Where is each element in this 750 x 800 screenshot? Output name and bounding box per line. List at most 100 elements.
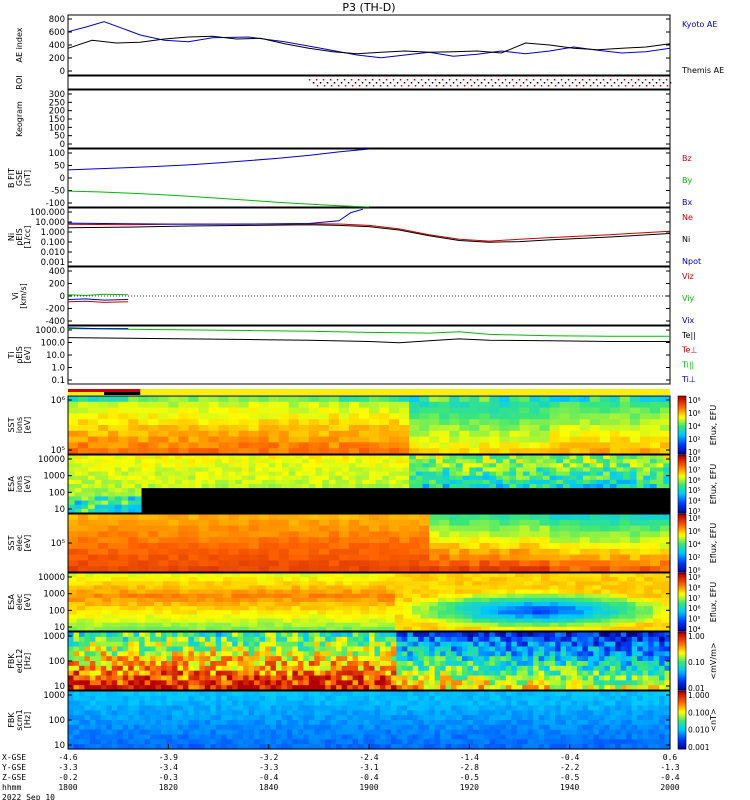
spectro-cell xyxy=(275,471,283,477)
spectro-cell xyxy=(462,484,470,489)
spectro-cell xyxy=(445,646,452,652)
spectro-cell xyxy=(161,496,169,502)
colorbar-cell xyxy=(678,434,686,438)
roi-dot xyxy=(546,79,549,81)
spectro-cell xyxy=(603,488,611,493)
spectro-cell xyxy=(108,471,116,477)
spectro-cell xyxy=(232,651,239,657)
spectro-cell xyxy=(403,626,413,632)
spectro-cell xyxy=(538,636,545,643)
roi-dot xyxy=(599,82,602,84)
spectro-cell xyxy=(297,641,304,648)
spectro-cell xyxy=(248,581,258,587)
spectro-cell xyxy=(369,463,377,469)
spectro-cell xyxy=(369,622,379,628)
spectro-cell xyxy=(136,626,146,632)
spectro-cell xyxy=(656,508,664,514)
spectro-cell xyxy=(455,589,465,595)
spectro-cell xyxy=(325,675,332,681)
spectro-cell xyxy=(106,651,113,657)
spectro-cell xyxy=(319,646,326,652)
colorbar-cell xyxy=(678,487,686,491)
spectro-cell xyxy=(348,514,360,521)
spectro-cell xyxy=(76,573,86,578)
spectro-cell xyxy=(117,675,124,681)
spectro-cell xyxy=(579,419,591,426)
spectro-cell xyxy=(629,436,641,443)
page-title: P3 (TH-D) xyxy=(342,1,395,14)
spectro-cell xyxy=(218,430,230,438)
spectro-cell xyxy=(261,504,270,510)
spectro-cell xyxy=(369,636,376,643)
spectro-cell xyxy=(379,636,387,643)
spectro-cell xyxy=(98,525,109,532)
spectro-cell xyxy=(496,492,504,498)
spectro-cell xyxy=(449,448,460,455)
spectro-cell xyxy=(282,455,290,460)
spectro-cell xyxy=(663,484,671,489)
spectro-cell xyxy=(377,585,387,591)
spectro-cell xyxy=(122,680,129,686)
spectro-cell xyxy=(144,661,151,667)
spectro-cell xyxy=(84,636,91,643)
spectro-cell xyxy=(228,463,236,469)
spectro-cell xyxy=(78,448,89,455)
spectro-cell xyxy=(418,656,425,662)
spectro-cell xyxy=(281,632,288,638)
spectro-cell xyxy=(210,670,217,677)
spectro-cell xyxy=(308,577,318,582)
spectro-cell xyxy=(257,618,267,624)
spectro-cell xyxy=(385,632,392,638)
series-ni-2 xyxy=(67,208,364,225)
spectro-cell xyxy=(275,685,283,691)
spectro-cell xyxy=(385,651,392,657)
spectro-cell xyxy=(462,459,470,464)
spectro-cell xyxy=(489,554,501,561)
spectro-cell xyxy=(334,614,344,620)
spectro-cell xyxy=(462,500,470,506)
spectro-cell xyxy=(351,614,361,620)
spectro-cell xyxy=(659,519,671,527)
spectro-cell xyxy=(489,581,499,587)
spectro-cell xyxy=(415,467,424,473)
spectro-cell xyxy=(228,504,236,510)
spectro-cell xyxy=(429,467,437,473)
roi-dot xyxy=(554,85,557,87)
spectro-cell xyxy=(532,597,542,603)
spectro-cell xyxy=(117,685,124,691)
spectro-cell xyxy=(243,670,250,677)
spectro-cell xyxy=(609,626,619,632)
roi-dot xyxy=(442,85,445,87)
spectro-cell xyxy=(128,606,138,611)
spectro-cell xyxy=(549,484,557,489)
spectro-cell xyxy=(603,467,611,473)
spectro-cell xyxy=(559,419,571,426)
spectro-cell xyxy=(533,651,540,657)
spectro-cell xyxy=(358,685,365,691)
spectro-cell xyxy=(394,597,404,603)
spectro-cell xyxy=(162,581,172,587)
spectro-cell xyxy=(154,581,164,587)
spectro-cell xyxy=(275,488,283,493)
spectro-cell xyxy=(549,585,559,591)
spectro-cell xyxy=(509,463,517,469)
spectro-cell xyxy=(399,554,410,561)
spectro-cell xyxy=(456,661,463,667)
spectro-cell xyxy=(139,636,146,643)
spectro-cell xyxy=(358,646,365,652)
spectro-cell xyxy=(386,577,396,582)
spectro-cell xyxy=(295,500,303,506)
ytick-label-vi-1: 200 xyxy=(49,280,65,290)
spectro-cell xyxy=(549,577,559,582)
spectro-cell xyxy=(596,508,604,514)
spectro-cell xyxy=(111,675,118,681)
spectro-cell xyxy=(341,665,348,672)
spectro-cell xyxy=(442,459,450,464)
spectro-cell xyxy=(549,492,557,498)
spectro-cell xyxy=(529,554,541,561)
legend-bfit-2: Bx xyxy=(682,198,692,207)
spectro-cell xyxy=(158,537,169,544)
spectro-cell xyxy=(434,665,441,672)
spectro-cell xyxy=(154,492,163,498)
spectro-cell xyxy=(89,675,96,681)
